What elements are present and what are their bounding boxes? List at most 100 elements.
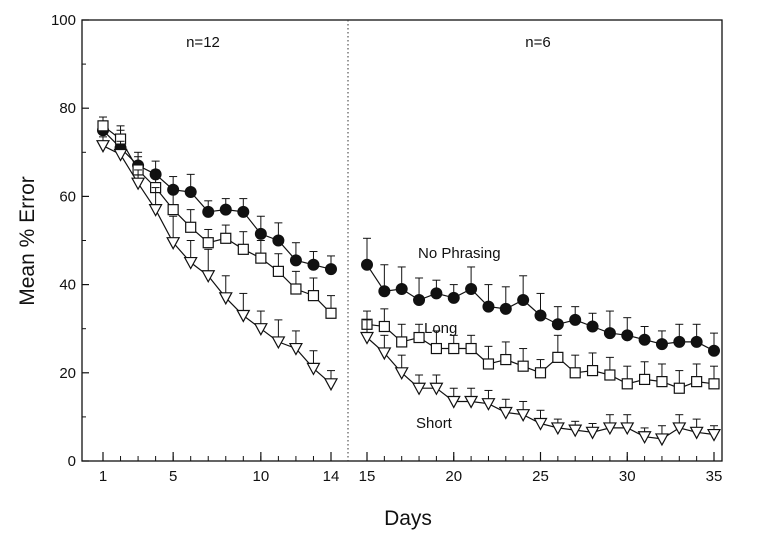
series-layer [95, 116, 722, 447]
data-point [253, 323, 268, 336]
data-point [131, 177, 146, 191]
data-point [654, 433, 669, 447]
data-point [412, 382, 427, 396]
data-point [290, 283, 302, 295]
data-point [306, 362, 321, 376]
data-point [708, 378, 720, 390]
data-point [413, 294, 426, 307]
data-point [569, 367, 581, 379]
series-label-short: Short [416, 415, 453, 432]
data-point [359, 331, 375, 345]
series-short [95, 136, 722, 447]
x-tick-label: 25 [532, 468, 549, 485]
data-point [219, 203, 232, 216]
series-label-long: Long [424, 320, 457, 337]
data-point [534, 309, 547, 322]
data-point [464, 395, 479, 409]
data-point [620, 422, 635, 436]
data-point [396, 336, 408, 348]
data-point [482, 300, 495, 313]
data-point [672, 422, 687, 436]
data-point [255, 252, 267, 264]
data-point [148, 204, 163, 217]
data-point [237, 243, 249, 255]
data-point [586, 320, 599, 333]
data-point [202, 205, 215, 218]
data-point [413, 331, 425, 344]
data-point [202, 237, 214, 249]
data-point [621, 329, 634, 342]
data-point [288, 342, 303, 356]
series-no-phrasing [97, 120, 720, 357]
data-point [430, 342, 442, 355]
data-point [706, 428, 722, 442]
data-point [552, 351, 564, 363]
data-point [361, 258, 373, 271]
data-point [500, 353, 512, 366]
y-tick-label: 0 [68, 453, 76, 470]
data-point [708, 344, 720, 357]
data-point [482, 358, 495, 370]
data-point [673, 335, 686, 348]
labels-layer: n=12 n=6 No Phrasing Long Short Mean % E… [16, 34, 551, 530]
data-point [586, 364, 599, 377]
data-point [236, 309, 251, 323]
data-point [184, 185, 197, 198]
data-point [517, 360, 529, 372]
y-tick-label: 100 [51, 12, 76, 29]
x-tick-label: 30 [619, 468, 636, 485]
data-point [569, 313, 582, 326]
data-point [534, 367, 547, 379]
data-point [448, 342, 460, 355]
data-point [638, 333, 651, 346]
data-point [166, 237, 181, 250]
segment-annotation-1: n=12 [186, 34, 220, 51]
data-point [325, 263, 337, 276]
data-point [604, 369, 616, 381]
data-point [499, 302, 512, 315]
data-point [465, 342, 477, 355]
data-point [167, 204, 179, 216]
data-point [517, 294, 530, 307]
series-label-no-phrasing: No Phrasing [418, 245, 501, 262]
data-point [516, 409, 531, 422]
data-point [447, 291, 460, 304]
data-point [378, 285, 391, 298]
series-line [102, 129, 332, 270]
data-point [289, 254, 302, 267]
data-point [183, 256, 198, 270]
data-point [97, 120, 109, 132]
y-tick-label: 20 [59, 365, 76, 382]
x-axis-title: Days [384, 507, 432, 530]
data-point [307, 258, 320, 271]
data-point [272, 234, 285, 247]
data-point [272, 265, 284, 277]
data-point [95, 140, 111, 153]
data-point [621, 378, 633, 390]
y-tick-label: 40 [59, 277, 76, 294]
data-point [254, 227, 267, 240]
data-point [656, 376, 668, 388]
x-tick-label: 15 [359, 468, 376, 485]
x-tick-label: 35 [706, 468, 723, 485]
data-point [220, 232, 232, 244]
data-point [690, 335, 703, 348]
data-point [689, 426, 704, 440]
data-point [691, 376, 703, 388]
data-point [446, 395, 461, 409]
data-point [271, 336, 286, 350]
data-point [655, 338, 668, 351]
data-point [307, 290, 320, 302]
data-point [568, 424, 583, 438]
data-point [603, 327, 616, 340]
data-point [585, 426, 600, 440]
data-point [377, 347, 392, 361]
data-point [378, 320, 390, 333]
data-point [113, 148, 128, 162]
data-point [673, 382, 685, 394]
x-tick-label: 1 [99, 468, 107, 485]
x-tick-label: 14 [323, 468, 340, 485]
data-point [551, 318, 564, 331]
y-axis: 0 20 40 60 80 100 [51, 12, 89, 470]
